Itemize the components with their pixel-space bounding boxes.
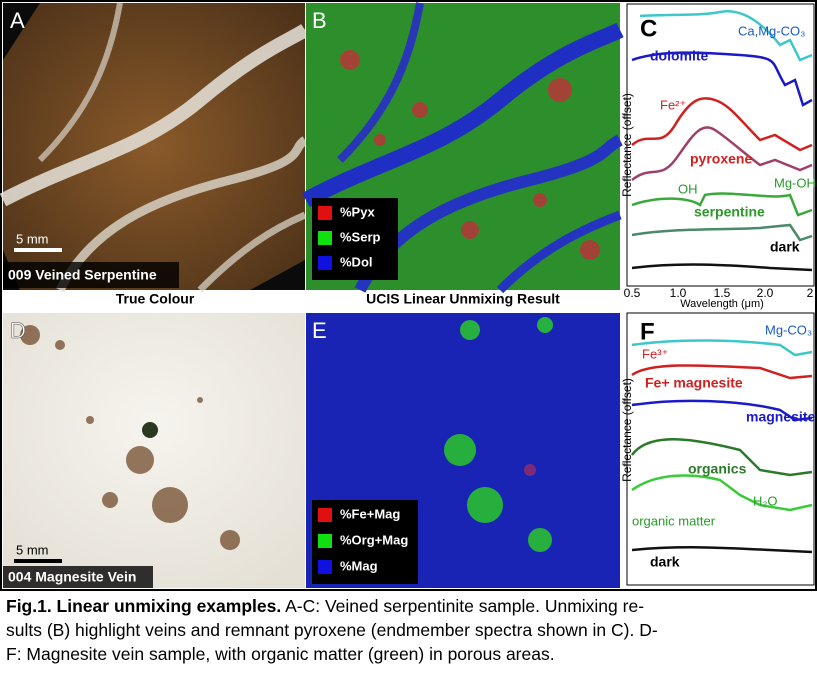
y-axis-label: Reflectance (offset) bbox=[620, 378, 634, 482]
y-axis-label: Reflectance (offset) bbox=[620, 93, 634, 197]
annotation: organic matter bbox=[632, 513, 716, 528]
legend-entry: %Org+Mag bbox=[340, 532, 408, 547]
annotation: dolomite bbox=[650, 48, 709, 64]
sample-label: 009 Veined Serpentine bbox=[8, 267, 157, 283]
panel-label: B bbox=[312, 8, 327, 33]
caption-line: F: Magnesite vein sample, with organic m… bbox=[6, 642, 811, 666]
panel-label: E bbox=[312, 318, 327, 343]
legend-entry: %Dol bbox=[340, 254, 373, 269]
panel-label: A bbox=[10, 8, 25, 33]
panel-d: D 5 mm 004 Magnesite Vein bbox=[3, 313, 305, 588]
caption-text: A-C: Veined serpentinite sample. Unmixin… bbox=[281, 596, 644, 616]
annotation: Fe+ magnesite bbox=[645, 375, 743, 391]
figure: A 5 mm 009 Veined Serpentine True Colour… bbox=[0, 0, 817, 592]
annotation: H₂O bbox=[753, 493, 778, 508]
annotation: Mg-CO₃ bbox=[765, 322, 812, 337]
annotation: magnesite bbox=[746, 409, 815, 425]
legend-entry: %Pyx bbox=[340, 204, 375, 219]
x-tick-label: 2 bbox=[807, 286, 814, 300]
panel-label: C bbox=[640, 15, 657, 42]
annotation: OH bbox=[678, 181, 698, 196]
legend-entry: %Serp bbox=[340, 229, 381, 244]
panel-caption: UCIS Linear Unmixing Result bbox=[366, 291, 560, 307]
figure-caption: Fig.1. Linear unmixing examples. A-C: Ve… bbox=[6, 594, 811, 666]
panel-label: D bbox=[10, 318, 26, 343]
caption-line: Fig.1. Linear unmixing examples. A-C: Ve… bbox=[6, 594, 811, 618]
caption-line: sults (B) highlight veins and remnant py… bbox=[6, 618, 811, 642]
x-tick-label: 0.5 bbox=[624, 286, 641, 300]
annotation: serpentine bbox=[694, 204, 765, 220]
panel-f: Reflectance (offset) F Mg-CO₃ Fe³⁺ Fe+ m… bbox=[620, 313, 815, 585]
sample-label: 004 Magnesite Vein bbox=[8, 569, 136, 585]
annotation: pyroxene bbox=[690, 151, 752, 167]
annotation: Mg-OH bbox=[774, 175, 816, 190]
panel-caption: True Colour bbox=[116, 291, 195, 307]
panel-e: E %Fe+Mag %Org+Mag %Mag bbox=[306, 313, 620, 588]
annotation: Fe²⁺ bbox=[660, 97, 686, 112]
legend-entry: %Mag bbox=[340, 558, 378, 573]
panel-c: Reflectance (offset) C Ca,Mg-CO₃ dolomit… bbox=[620, 4, 816, 310]
annotation: Ca,Mg-CO₃ bbox=[738, 23, 805, 38]
page: {"panels": { "a": {"label": "A", "scale_… bbox=[0, 0, 817, 690]
panel-label: F bbox=[640, 318, 655, 345]
annotation: dark bbox=[770, 239, 800, 255]
scale-bar-label: 5 mm bbox=[16, 231, 49, 246]
x-axis-label: Wavelength (μm) bbox=[680, 298, 764, 310]
legend-entry: %Fe+Mag bbox=[340, 506, 400, 521]
scale-bar-label: 5 mm bbox=[16, 542, 49, 557]
annotation: Fe³⁺ bbox=[642, 346, 668, 361]
caption-title: Fig.1. Linear unmixing examples. bbox=[6, 596, 281, 616]
panel-a: A 5 mm 009 Veined Serpentine bbox=[3, 3, 305, 290]
panel-b: B %Pyx %Serp %Dol bbox=[306, 3, 620, 290]
annotation: dark bbox=[650, 554, 680, 570]
annotation: organics bbox=[688, 461, 747, 477]
